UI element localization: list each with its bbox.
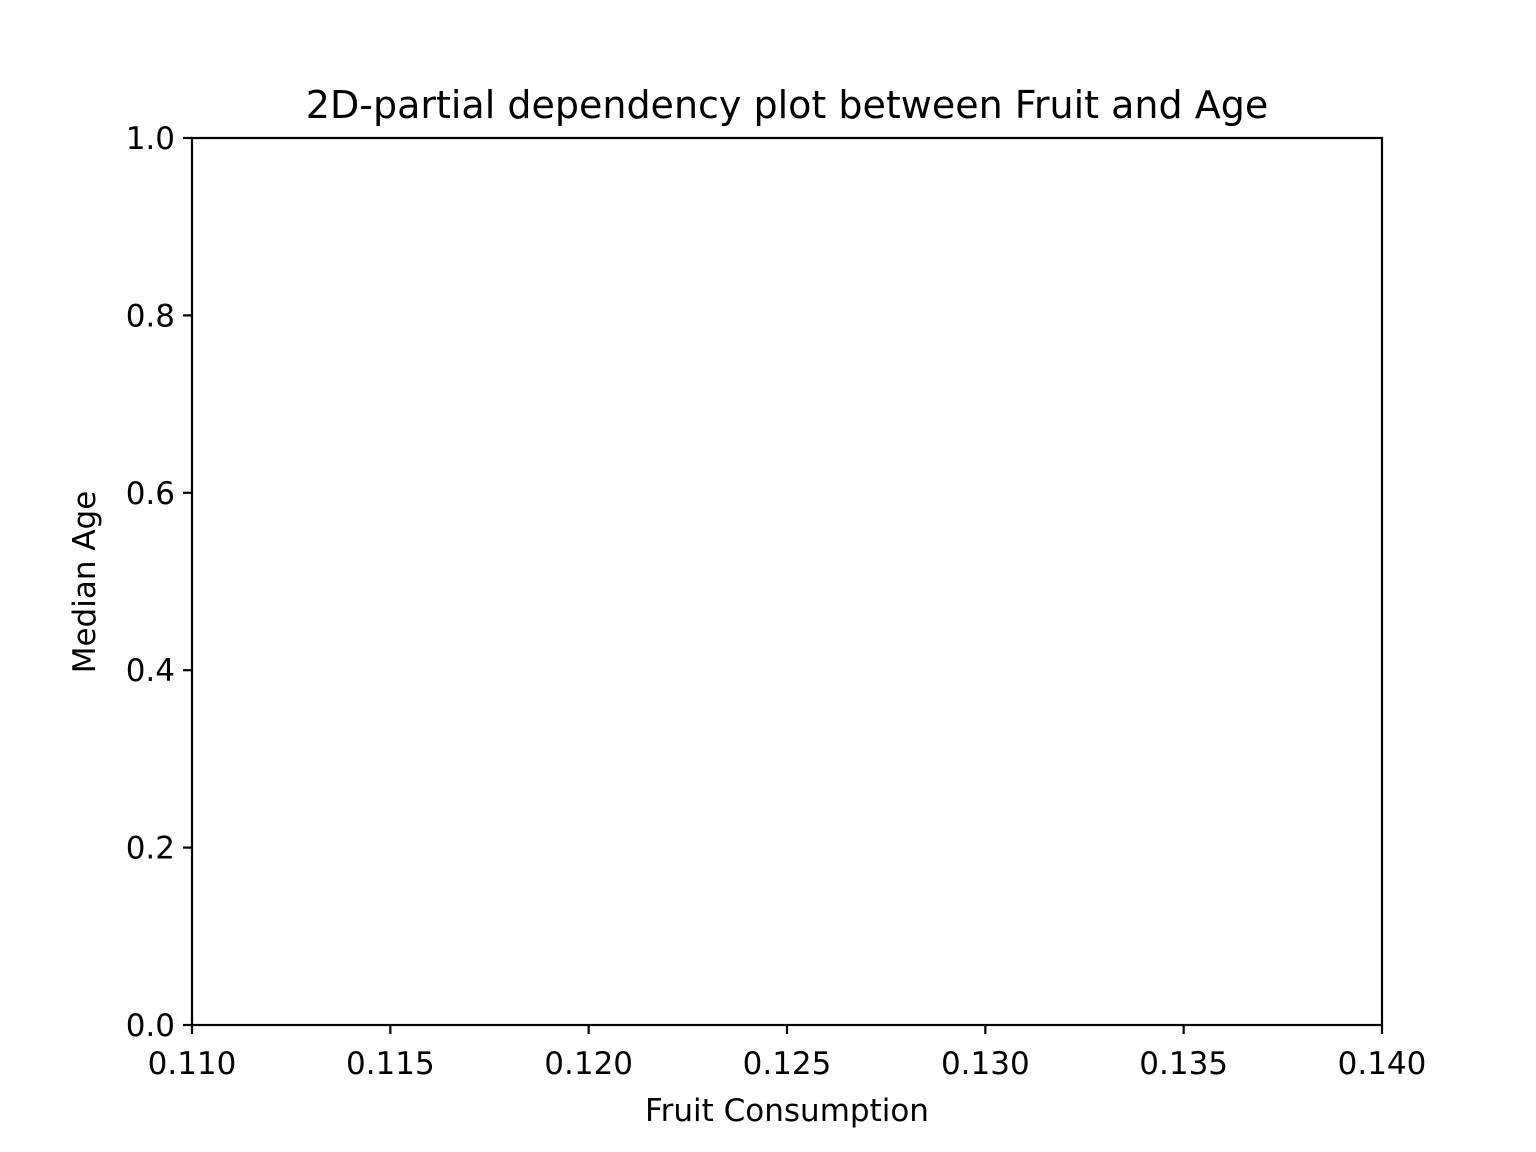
x-axis-label: Fruit Consumption — [645, 1093, 929, 1129]
x-tick-label: 0.135 — [1139, 1046, 1228, 1082]
x-tick-label: 0.120 — [544, 1046, 633, 1082]
y-axis-label: Median Age — [67, 491, 103, 674]
y-axis-ticks: 0.0 0.2 0.4 0.6 0.8 1.0 — [126, 121, 192, 1044]
x-tick-label: 0.125 — [743, 1046, 832, 1082]
y-tick-label: 1.0 — [126, 121, 175, 157]
y-tick-label: 0.4 — [126, 653, 175, 689]
y-tick-label: 0.6 — [126, 476, 175, 512]
x-tick-label: 0.110 — [148, 1046, 237, 1082]
y-tick-label: 0.8 — [126, 298, 175, 334]
y-tick-label: 0.0 — [126, 1008, 175, 1044]
y-tick-label: 0.2 — [126, 831, 175, 867]
x-tick-label: 0.115 — [346, 1046, 435, 1082]
chart-title: 2D-partial dependency plot between Fruit… — [306, 83, 1268, 127]
x-axis-ticks: 0.110 0.115 0.120 0.125 0.130 0.135 0.140 — [148, 1025, 1427, 1082]
x-tick-label: 0.130 — [941, 1046, 1030, 1082]
x-tick-label: 0.140 — [1338, 1046, 1427, 1082]
